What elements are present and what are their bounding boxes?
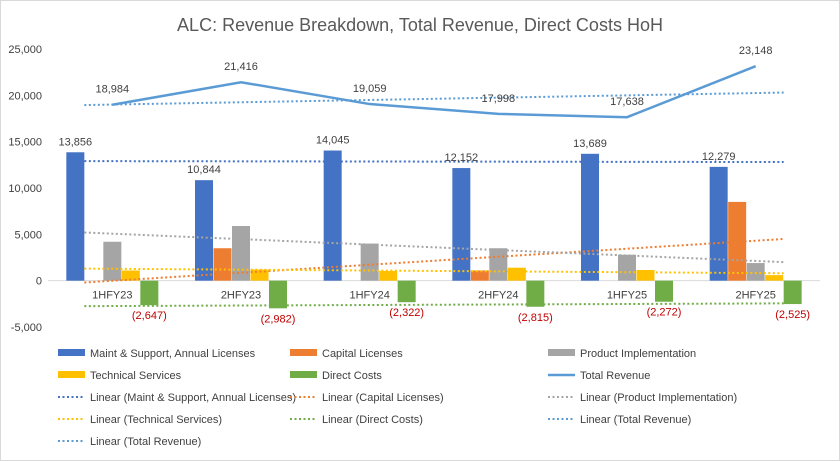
bar-maint-support-annual-licenses-2 [323, 150, 342, 281]
data-label-direct-costs: (2,322) [389, 307, 424, 319]
bar-layer [66, 150, 802, 309]
data-label-direct-costs: (2,647) [132, 310, 167, 322]
data-label-direct-costs: (2,982) [261, 313, 296, 325]
legend-label: Linear (Maint & Support, Annual Licenses… [90, 392, 296, 404]
bar-product-implementation-4 [618, 254, 636, 281]
legend-label: Linear (Product Implementation) [580, 392, 737, 404]
total-revenue-line [112, 65, 757, 119]
data-label-maint-support: 12,152 [445, 152, 479, 164]
bar-product-implementation-1 [232, 225, 250, 281]
bar-maint-support-annual-licenses-0 [66, 152, 85, 281]
line-layer [112, 65, 757, 119]
trendline-linear-direct-costs- [84, 302, 784, 308]
label-layer: 13,856 (2,647)1HFY23 10,844 (2,982)2HFY23 14… [59, 45, 811, 325]
bar-direct-costs-4 [655, 280, 673, 302]
bar-technical-services-1 [250, 269, 269, 281]
legend-swatch [290, 371, 317, 378]
bar-technical-services-0 [121, 270, 140, 281]
bar-maint-support-annual-licenses-5 [709, 166, 728, 281]
bar-product-implementation-0 [103, 241, 122, 281]
legend-label: Direct Costs [322, 370, 382, 382]
data-label-maint-support: 13,856 [59, 136, 93, 148]
bar-technical-services-3 [507, 267, 526, 281]
legend-label: Linear (Capital Licenses) [322, 392, 444, 404]
legend-label: Technical Services [90, 370, 182, 382]
x-tick-label: 1HFY23 [92, 290, 132, 302]
data-label-direct-costs: (2,525) [775, 309, 810, 321]
total-revenue-label: 19,059 [353, 83, 387, 95]
y-tick-label: 5,000 [14, 229, 42, 241]
legend-swatch [58, 371, 85, 378]
trendline-linear-capital-licenses- [84, 237, 784, 284]
x-tick-label: 2HFY24 [478, 290, 518, 302]
legend-label: Maint & Support, Annual Licenses [90, 348, 256, 360]
data-label-maint-support: 13,689 [573, 138, 607, 150]
bar-maint-support-annual-licenses-3 [452, 168, 471, 281]
bar-direct-costs-0 [140, 280, 159, 306]
bar-product-implementation-5 [746, 263, 765, 281]
bar-direct-costs-2 [397, 280, 416, 303]
bar-direct-costs-1 [269, 280, 287, 309]
y-tick-label: 0 [36, 276, 42, 288]
total-revenue-label: 17,998 [482, 93, 516, 105]
bar-technical-services-2 [379, 270, 398, 281]
legend-label: Linear (Technical Services) [90, 414, 222, 426]
y-tick-label: 25,000 [8, 44, 42, 56]
bar-technical-services-4 [636, 270, 655, 281]
data-label-maint-support: 14,045 [316, 135, 350, 147]
bar-maint-support-annual-licenses-4 [581, 153, 599, 281]
x-tick-label: 1HFY25 [607, 290, 647, 302]
trendline-linear-technical-services- [84, 267, 784, 275]
x-tick-label: 1HFY24 [349, 290, 389, 302]
total-revenue-label: 17,638 [610, 96, 644, 108]
total-revenue-label: 18,984 [96, 84, 130, 96]
x-tick-label: 2HFY23 [221, 290, 261, 302]
data-label-maint-support: 10,844 [187, 164, 221, 176]
legend-label: Linear (Total Revenue) [90, 436, 201, 448]
legend-label: Capital Licenses [322, 348, 403, 360]
x-tick-label: 2HFY25 [735, 290, 775, 302]
total-revenue-label: 21,416 [224, 61, 258, 73]
data-label-maint-support: 12,279 [702, 151, 736, 163]
bar-technical-services-5 [765, 275, 784, 281]
legend-swatch [548, 349, 575, 356]
trendline-linear-maint-support-annual-licenses- [84, 160, 784, 164]
bar-direct-costs-5 [783, 280, 802, 305]
data-label-direct-costs: (2,272) [647, 307, 682, 319]
bar-capital-licenses-3 [470, 270, 489, 281]
trendline-linear-total-revenue- [84, 91, 784, 107]
bar-maint-support-annual-licenses-1 [195, 180, 213, 281]
trend-layer [84, 91, 784, 308]
y-tick-label: 20,000 [8, 90, 42, 102]
legend-swatch [58, 349, 85, 356]
legend-label: Product Implementation [580, 348, 696, 360]
bar-product-implementation-3 [489, 248, 508, 281]
bar-product-implementation-2 [360, 243, 379, 281]
chart-title: ALC: Revenue Breakdown, Total Revenue, D… [177, 15, 663, 35]
axis-layer: -5,000 0 5,000 10,000 15,000 20,000 25,000 [8, 44, 820, 334]
legend-swatch [290, 349, 317, 356]
bar-direct-costs-3 [526, 280, 545, 307]
legend-label: Total Revenue [580, 370, 650, 382]
data-label-direct-costs: (2,815) [518, 312, 553, 324]
legend-label: Linear (Direct Costs) [322, 414, 423, 426]
total-revenue-label: 23,148 [739, 45, 773, 57]
y-tick-label: 15,000 [8, 137, 42, 149]
y-tick-label: -5,000 [11, 322, 42, 334]
bar-capital-licenses-1 [213, 248, 232, 281]
legend-label: Linear (Total Revenue) [580, 414, 691, 426]
y-tick-label: 10,000 [8, 183, 42, 195]
legend-layer: Maint & Support, Annual Licenses Capital … [58, 348, 737, 448]
trendline-linear-product-implementation- [84, 231, 784, 264]
